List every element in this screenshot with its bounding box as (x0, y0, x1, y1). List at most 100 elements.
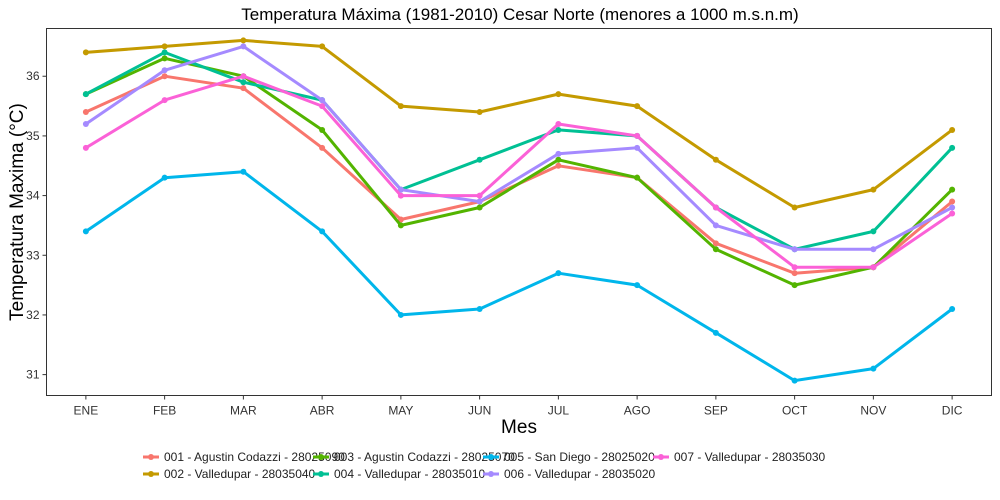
data-point (161, 97, 168, 104)
plot-panel (46, 28, 992, 396)
x-tick-label: ABR (310, 404, 335, 418)
x-tick-label: MAY (388, 404, 413, 418)
legend-item: 004 - Valledupar - 28035010 (313, 467, 486, 481)
data-point (949, 198, 956, 205)
data-point (161, 55, 168, 62)
y-tick-label: 35 (26, 129, 40, 143)
data-point (949, 186, 956, 193)
data-point (634, 144, 641, 151)
legend-item: 003 - Agustin Codazzi - 28025070 (313, 450, 515, 464)
legend-point (318, 454, 324, 460)
data-point (712, 156, 719, 163)
legend-item: 002 - Valledupar - 28035040 (143, 467, 316, 481)
series-line (84, 50, 954, 251)
legend-point (318, 471, 324, 477)
y-tick-label: 31 (26, 368, 40, 382)
legend-point (148, 471, 154, 477)
data-point (870, 264, 877, 271)
data-point (397, 222, 404, 229)
y-tick-label: 36 (26, 69, 40, 83)
data-point (555, 120, 562, 127)
legend-label: 006 - Valledupar - 28035020 (504, 467, 656, 481)
legend-point (488, 471, 494, 477)
data-point (319, 43, 326, 50)
data-point (476, 156, 483, 163)
data-point (319, 144, 326, 151)
data-point (870, 186, 877, 193)
data-point (82, 49, 89, 56)
legend: 001 - Agustin Codazzi - 28025090 002 - Va… (143, 450, 826, 481)
data-point (949, 204, 956, 211)
data-point (555, 91, 562, 98)
data-point (240, 168, 247, 175)
data-point (240, 73, 247, 80)
y-axis: 31 32 33 34 35 36 (26, 69, 47, 382)
data-point (634, 282, 641, 289)
data-point (476, 198, 483, 205)
data-point (791, 282, 798, 289)
series-line (84, 56, 954, 287)
data-point (397, 192, 404, 199)
series-line (84, 38, 954, 209)
series-5 (82, 168, 956, 384)
data-point (949, 126, 956, 133)
legend-point (148, 454, 154, 460)
data-point (791, 377, 798, 384)
data-point (791, 246, 798, 253)
legend-label: 005 - San Diego - 28025020 (504, 450, 655, 464)
data-point (397, 311, 404, 318)
data-point (476, 305, 483, 312)
data-point (791, 264, 798, 271)
data-point (397, 103, 404, 110)
data-point (949, 210, 956, 217)
series-2 (82, 37, 956, 211)
x-tick-label: SEP (704, 404, 728, 418)
y-axis-title: Temperatura Maxima (°C) (7, 103, 28, 321)
data-point (397, 216, 404, 223)
data-point (712, 329, 719, 336)
data-point (240, 37, 247, 44)
legend-label: 001 - Agustin Codazzi - 28025090 (164, 450, 345, 464)
data-point (712, 240, 719, 247)
legend-point (658, 454, 664, 460)
x-tick-label: OCT (782, 404, 808, 418)
chart-title: Temperatura Máxima (1981-2010) Cesar Nor… (241, 5, 798, 24)
legend-label: 003 - Agustin Codazzi - 28025070 (334, 450, 515, 464)
data-point (161, 67, 168, 74)
data-point (870, 246, 877, 253)
y-tick-label: 33 (26, 248, 40, 262)
data-point (319, 228, 326, 235)
data-point (82, 120, 89, 127)
data-point (555, 162, 562, 169)
legend-label: 002 - Valledupar - 28035040 (164, 467, 316, 481)
legend-item: 007 - Valledupar - 28035030 (653, 450, 826, 464)
data-point (791, 270, 798, 277)
data-point (240, 79, 247, 86)
data-point (397, 186, 404, 193)
legend-point (488, 454, 494, 460)
data-point (161, 43, 168, 50)
x-tick-label: ENE (74, 404, 99, 418)
data-point (240, 43, 247, 50)
data-point (555, 126, 562, 133)
legend-label: 004 - Valledupar - 28035010 (334, 467, 486, 481)
data-point (712, 204, 719, 211)
x-axis-title: Mes (501, 417, 537, 438)
data-point (634, 132, 641, 139)
data-point (555, 270, 562, 277)
data-point (82, 144, 89, 151)
x-tick-label: JUL (548, 404, 570, 418)
data-point (712, 246, 719, 253)
x-tick-label: DIC (942, 404, 963, 418)
series-layer (82, 37, 956, 384)
data-point (319, 126, 326, 133)
data-point (634, 174, 641, 181)
data-point (870, 228, 877, 235)
x-tick-label: NOV (860, 404, 886, 418)
data-point (161, 73, 168, 80)
data-point (82, 228, 89, 235)
data-point (791, 204, 798, 211)
x-tick-label: AGO (624, 404, 651, 418)
data-point (82, 91, 89, 98)
data-point (949, 305, 956, 312)
